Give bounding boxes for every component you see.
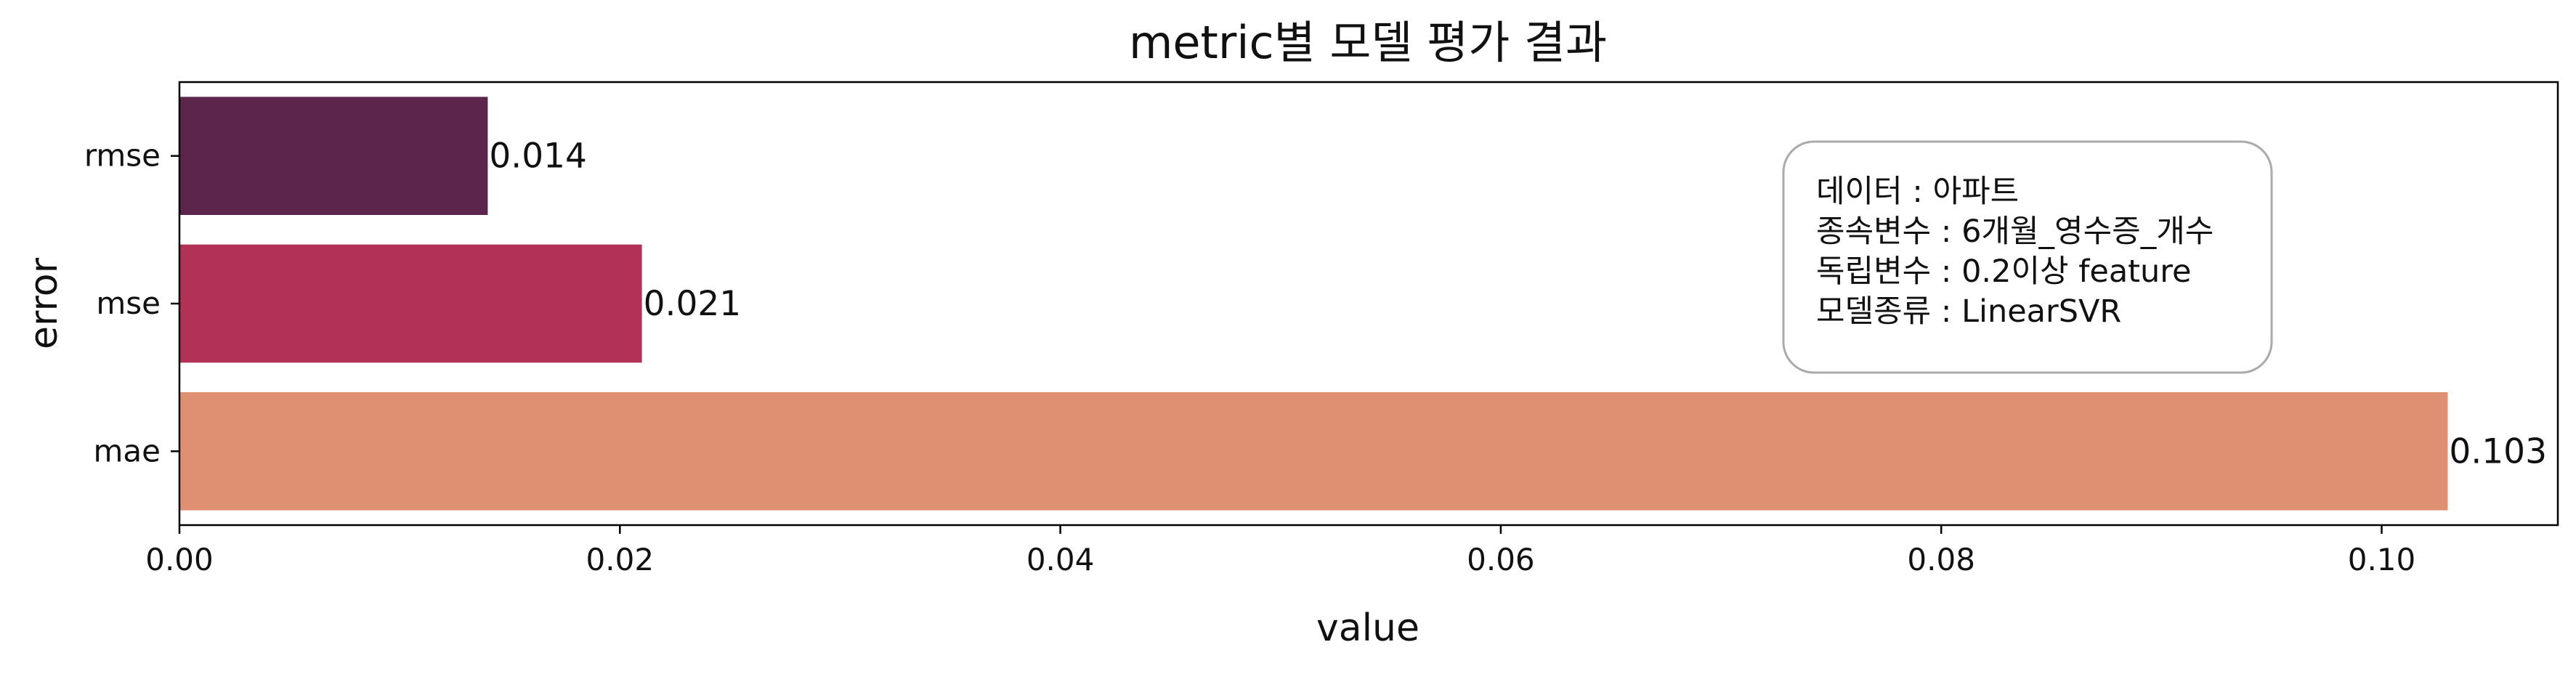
y-tick-label-rmse: rmse [84,138,161,174]
x-tick-label-1: 0.02 [586,542,655,577]
x-tick-label-4: 0.08 [1907,542,1975,577]
chart-title: metric별 모델 평가 결과 [1129,16,1607,69]
annotation-line-target: 종속변수 : 6개월_영수증_개수 [1816,214,2214,250]
y-tick-label-mse: mse [96,285,161,321]
annotation-box: 데이터 : 아파트 종속변수 : 6개월_영수증_개수 독립변수 : 0.2이상… [1782,140,2273,374]
x-tick-label-5: 0.10 [2348,542,2416,577]
x-tick-label-3: 0.06 [1467,542,1535,577]
annotation-line-features: 독립변수 : 0.2이상 feature [1816,253,2191,290]
bar-mae [179,392,2448,511]
annotation-box-frame [1782,140,2273,374]
x-tick-label-0: 0.00 [145,542,214,577]
y-axis-label: error [23,257,66,349]
annotation-line-data: 데이터 : 아파트 [1816,174,2019,210]
x-axis-label: value [1316,606,1419,650]
y-tick-labels: rmse mse mae [84,138,179,468]
x-axis: 0.00 0.02 0.04 0.06 0.08 0.10 [145,525,2415,577]
data-label-rmse: 0.014 [489,137,587,176]
bar-mse [179,244,642,363]
x-tick-label-2: 0.04 [1026,542,1095,577]
data-label-mae: 0.103 [2449,431,2547,471]
plot-frame [178,81,2559,527]
bar-rmse [179,97,488,215]
bar-layer: 0.014 0.021 0.103 [179,97,2547,511]
y-tick-label-mae: mae [94,433,161,468]
annotation-line-model: 모델종류 : LinearSVR [1816,293,2121,330]
data-label-mse: 0.021 [644,284,742,324]
